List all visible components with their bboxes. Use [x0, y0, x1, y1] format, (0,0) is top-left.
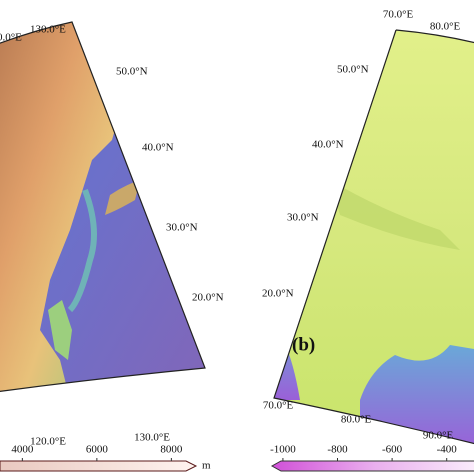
colorbar	[0, 460, 198, 472]
lat-label: 30.0°N	[287, 212, 319, 224]
left-frame	[0, 21, 206, 392]
lon-label: 80.0°E	[430, 21, 461, 33]
colorbar-tick-label: 4000	[11, 444, 34, 456]
plateau-edge	[330, 180, 460, 250]
right-frame	[273, 29, 474, 445]
lat-label: 30.0°N	[166, 222, 198, 234]
colorbar	[270, 460, 474, 472]
panel-label: (b)	[292, 334, 315, 355]
japan	[105, 180, 140, 215]
lon-label: 120.0°E	[30, 436, 66, 448]
colorbar-tick-label: -1000	[270, 444, 296, 456]
land	[0, 22, 125, 392]
colorbar-tick-label: -600	[382, 444, 403, 456]
lon-label: 70.0°E	[263, 400, 294, 412]
left-map	[0, 22, 205, 392]
lat-label: 20.0°N	[192, 292, 224, 304]
shelf	[67, 188, 97, 313]
lon-label: 120.0°E	[0, 32, 22, 44]
colorbar-tick-label: -400	[437, 444, 458, 456]
lon-label: 130.0°E	[134, 432, 170, 444]
colorbar-tick-label: -800	[327, 444, 348, 456]
lat-label: 50.0°N	[337, 64, 369, 76]
lon-label: 80.0°E	[341, 414, 372, 426]
colorbar-tick-label: 8000	[160, 444, 183, 456]
colorbar-tick-label: 6000	[86, 444, 109, 456]
lon-label: 70.0°E	[383, 9, 414, 21]
right-map	[274, 30, 474, 445]
lat-label: 40.0°N	[142, 142, 174, 154]
lon-label: 90.0°E	[423, 430, 454, 442]
colorbar-unit: m	[202, 460, 211, 472]
lat-label: 50.0°N	[116, 66, 148, 78]
lat-label: 40.0°N	[312, 139, 344, 151]
lon-label: 130.0°E	[30, 24, 66, 36]
island	[48, 300, 72, 360]
lat-label: 20.0°N	[262, 288, 294, 300]
